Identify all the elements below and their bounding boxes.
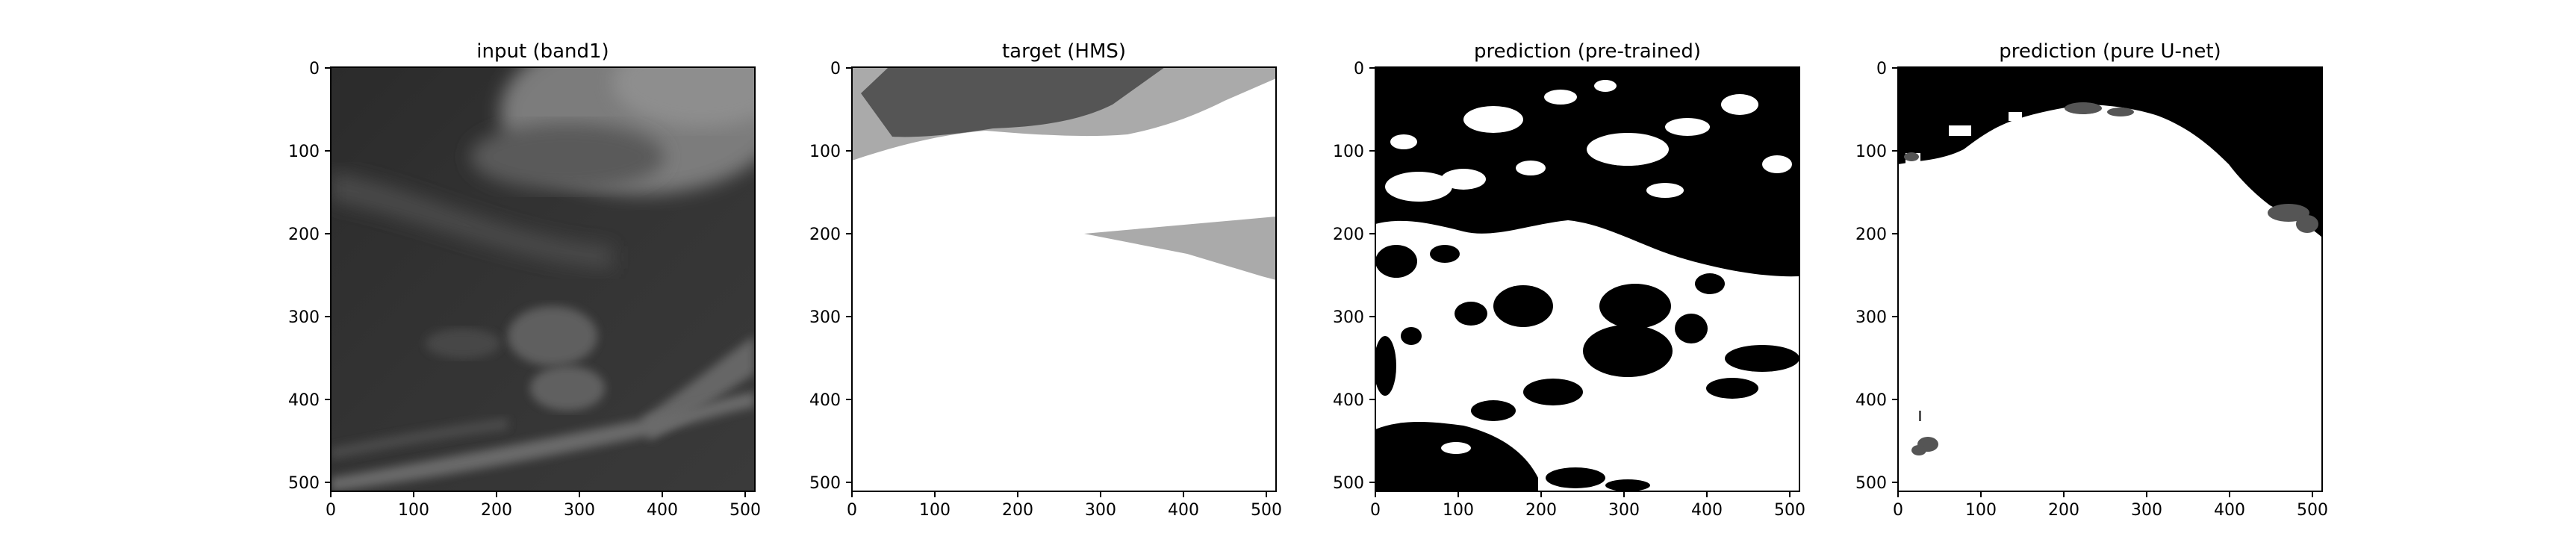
x-tick-label: 400 (2214, 501, 2245, 520)
y-tick-label: 200 (288, 225, 320, 244)
x-tick-label: 200 (2048, 501, 2079, 520)
x-tick-label: 300 (1608, 501, 1640, 520)
panel-title: input (band1) (476, 40, 609, 63)
x-axis: 0 100 200 300 400 500 (1370, 491, 1805, 520)
y-tick-label: 400 (288, 391, 320, 410)
y-tick-label: 500 (809, 474, 841, 493)
x-axis: 0 100 200 300 400 500 (326, 491, 761, 520)
y-tick-label: 100 (1855, 143, 1887, 161)
x-tick-label: 0 (847, 501, 857, 520)
y-axis: 0 100 200 300 400 500 (1333, 60, 1375, 493)
y-tick-label: 500 (1333, 474, 1364, 493)
y-tick-label: 0 (1876, 60, 1887, 78)
x-tick-label: 300 (2131, 501, 2162, 520)
y-tick-label: 300 (809, 308, 841, 327)
y-tick-label: 200 (1333, 225, 1364, 244)
x-tick-label: 300 (1085, 501, 1116, 520)
y-tick-label: 0 (309, 60, 320, 78)
y-tick-label: 100 (1333, 143, 1364, 161)
panel-input-band1: input (band1) 0 (288, 40, 761, 520)
x-tick-label: 0 (1893, 501, 1903, 520)
y-tick-label: 400 (1333, 391, 1364, 410)
x-tick-label: 0 (1370, 501, 1381, 520)
y-tick-label: 100 (809, 143, 841, 161)
panel-title: target (HMS) (1002, 40, 1126, 63)
y-axis: 0 100 200 300 400 500 (809, 60, 852, 493)
y-tick-label: 500 (1855, 474, 1887, 493)
y-tick-label: 100 (288, 143, 320, 161)
y-tick-label: 200 (1855, 225, 1887, 244)
x-tick-label: 100 (919, 501, 951, 520)
x-tick-label: 200 (1002, 501, 1033, 520)
x-tick-label: 400 (1168, 501, 1199, 520)
x-tick-label: 100 (1443, 501, 1474, 520)
x-axis: 0 100 200 300 400 500 (847, 491, 1282, 520)
y-axis: 0 100 200 300 400 500 (1855, 60, 1898, 493)
y-tick-label: 0 (830, 60, 841, 78)
y-tick-label: 300 (1333, 308, 1364, 327)
y-tick-label: 200 (809, 225, 841, 244)
y-tick-label: 300 (1855, 308, 1887, 327)
x-tick-label: 400 (647, 501, 678, 520)
satellite-image (331, 67, 755, 491)
x-tick-label: 300 (564, 501, 595, 520)
x-tick-label: 200 (481, 501, 512, 520)
target-mask (852, 67, 1276, 491)
x-tick-label: 200 (1525, 501, 1557, 520)
y-tick-label: 400 (809, 391, 841, 410)
y-tick-label: 0 (1354, 60, 1364, 78)
x-tick-label: 100 (1965, 501, 1997, 520)
panel-prediction-pretrained: prediction (pre-trained) (1333, 40, 1805, 520)
prediction-mask-unet (1898, 67, 2322, 491)
y-axis: 0 100 200 300 400 500 (288, 60, 331, 493)
y-tick-label: 500 (288, 474, 320, 493)
panel-title: prediction (pure U-net) (1999, 40, 2221, 63)
x-axis: 0 100 200 300 400 500 (1893, 491, 2328, 520)
y-tick-label: 400 (1855, 391, 1887, 410)
panel-title: prediction (pre-trained) (1474, 40, 1701, 63)
x-tick-label: 400 (1691, 501, 1723, 520)
x-tick-label: 500 (1774, 501, 1805, 520)
x-tick-label: 0 (326, 501, 336, 520)
x-tick-label: 500 (1251, 501, 1282, 520)
x-tick-label: 500 (2297, 501, 2328, 520)
prediction-mask-pretrained (1375, 67, 1799, 491)
x-tick-label: 100 (398, 501, 429, 520)
panel-target-hms: target (HMS) 0 100 200 300 400 500 (809, 40, 1282, 520)
x-tick-label: 500 (729, 501, 761, 520)
panel-prediction-unet: prediction (pure U-net) (1855, 40, 2328, 520)
y-tick-label: 300 (288, 308, 320, 327)
